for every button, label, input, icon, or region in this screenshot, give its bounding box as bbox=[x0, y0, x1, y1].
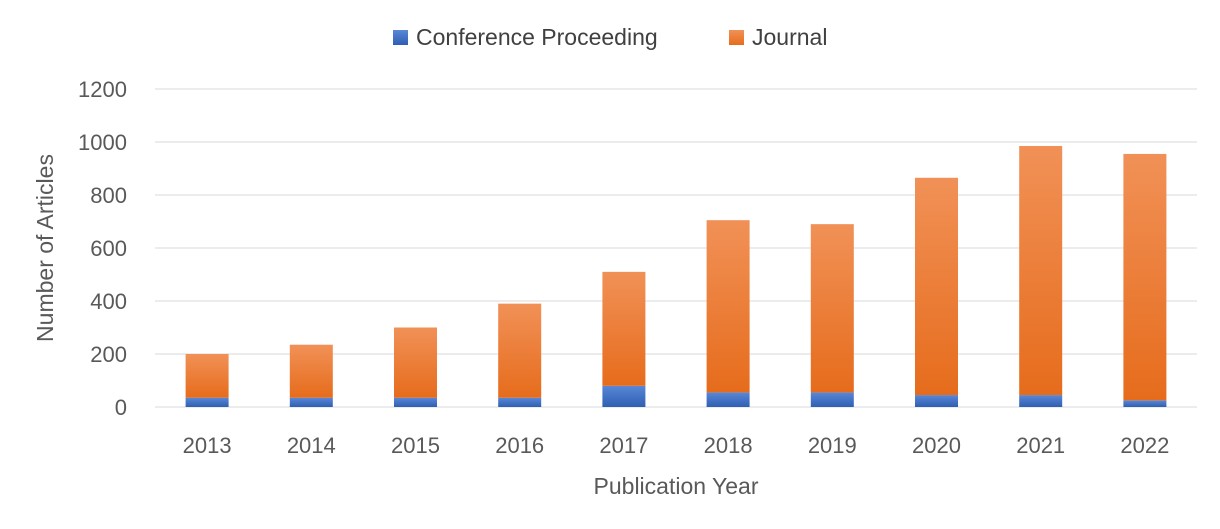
bar-journal bbox=[810, 224, 854, 393]
bar-journal bbox=[498, 303, 542, 398]
bars bbox=[185, 145, 1167, 407]
bar-journal bbox=[1123, 153, 1167, 401]
legend-swatch-journal bbox=[729, 30, 744, 45]
bar-journal bbox=[706, 220, 750, 393]
bar-journal bbox=[185, 354, 229, 398]
legend-swatch-conference bbox=[393, 30, 408, 45]
x-axis-ticks: 2013 2014 2015 2016 2017 2018 2019 2020 2021 2022 bbox=[183, 433, 1170, 458]
y-tick-label: 400 bbox=[90, 289, 127, 314]
x-tick-label: 2015 bbox=[391, 433, 440, 458]
x-tick-label: 2018 bbox=[704, 433, 753, 458]
bar-journal bbox=[602, 271, 646, 386]
bar-conference-proceeding bbox=[394, 397, 437, 407]
y-tick-label: 800 bbox=[90, 183, 127, 208]
bar-conference-proceeding bbox=[289, 397, 333, 407]
legend-label-conference: Conference Proceeding bbox=[416, 24, 658, 50]
bar-conference-proceeding bbox=[1019, 395, 1063, 407]
x-tick-label: 2016 bbox=[495, 433, 544, 458]
y-axis-ticks: 0 200 400 600 800 1000 1200 bbox=[78, 77, 127, 420]
bar-conference-proceeding bbox=[810, 392, 854, 407]
x-axis-title: Publication Year bbox=[594, 473, 759, 499]
bar-conference-proceeding bbox=[602, 385, 646, 407]
x-tick-label: 2020 bbox=[912, 433, 961, 458]
x-tick-label: 2013 bbox=[183, 433, 232, 458]
bar-journal bbox=[394, 327, 437, 398]
bar-journal bbox=[915, 177, 958, 396]
y-tick-label: 200 bbox=[90, 342, 127, 367]
x-tick-label: 2019 bbox=[808, 433, 857, 458]
y-tick-label: 600 bbox=[90, 236, 127, 261]
legend-label-journal: Journal bbox=[752, 24, 827, 50]
x-tick-label: 2014 bbox=[287, 433, 336, 458]
bar-conference-proceeding bbox=[498, 397, 542, 407]
x-tick-label: 2022 bbox=[1120, 433, 1169, 458]
x-tick-label: 2017 bbox=[599, 433, 648, 458]
bar-conference-proceeding bbox=[1123, 400, 1167, 407]
bar-conference-proceeding bbox=[915, 395, 958, 407]
bar-journal bbox=[1019, 145, 1063, 396]
bar-journal bbox=[289, 344, 333, 398]
y-tick-label: 0 bbox=[115, 395, 127, 420]
bar-conference-proceeding bbox=[706, 392, 750, 407]
legend: Conference Proceeding Journal bbox=[393, 24, 827, 50]
y-tick-label: 1000 bbox=[78, 130, 127, 155]
y-tick-label: 1200 bbox=[78, 77, 127, 102]
x-tick-label: 2021 bbox=[1016, 433, 1065, 458]
y-axis-title: Number of Articles bbox=[32, 154, 58, 342]
bar-conference-proceeding bbox=[185, 397, 229, 407]
